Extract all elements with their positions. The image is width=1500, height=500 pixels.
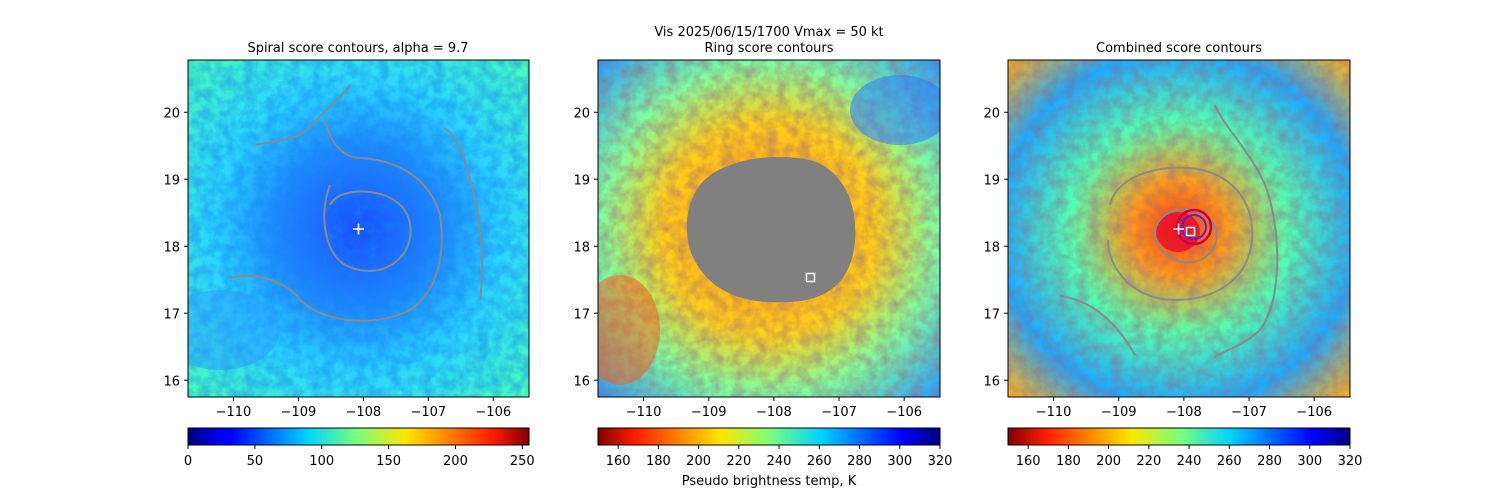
- y-axis: 16 17 18 19 20: [163, 106, 188, 389]
- x-tick-label: −109: [281, 405, 317, 420]
- y-tick-label: 16: [983, 374, 1000, 389]
- y-tick-label: 17: [983, 307, 1000, 322]
- contour-line: [254, 84, 351, 146]
- colorbar-tick-label: 200: [1096, 454, 1121, 469]
- y-tick-label: 18: [983, 240, 1000, 255]
- contour-line: [1154, 208, 1218, 264]
- colorbar-tick-label: 300: [887, 454, 912, 469]
- colorbar-tick-label: 160: [606, 454, 631, 469]
- colorbar: [1007, 427, 1351, 446]
- x-axis: −110 −109 −108 −107 −106: [1036, 397, 1332, 420]
- colorbar-tick-label: 250: [510, 454, 535, 469]
- y-tick-label: 17: [163, 307, 180, 322]
- ring-contour: [1175, 208, 1213, 246]
- colorbar-tick-label: 150: [376, 454, 401, 469]
- y-tick-label: 18: [573, 240, 590, 255]
- contour-line: [1214, 104, 1279, 358]
- colorbar: [597, 427, 941, 446]
- colorbar-tick-label: 280: [847, 454, 872, 469]
- x-tick-label: −106: [886, 405, 922, 420]
- x-axis: −110 −109 −108 −107 −106: [626, 397, 922, 420]
- colorbar-tick-label: 180: [1056, 454, 1081, 469]
- y-tick-label: 20: [163, 106, 180, 121]
- panel-ring: Ring score contours −110 −109 −108 −107 −106…: [573, 41, 952, 489]
- colorbar-tick-label: 220: [726, 454, 751, 469]
- colorbar-tick-label: 200: [443, 454, 468, 469]
- colorbar-tick-label: 320: [928, 454, 953, 469]
- x-tick-label: −107: [410, 405, 446, 420]
- contour-line: [1059, 295, 1136, 356]
- y-tick-label: 19: [163, 173, 180, 188]
- y-tick-label: 20: [573, 106, 590, 121]
- colorbar-ticks: 160 180 200 220 240 260 280 300 320: [606, 445, 953, 469]
- x-tick-label: −106: [475, 405, 511, 420]
- x-tick-label: −108: [346, 405, 382, 420]
- colorbar-ticks: 160 180 200 220 240 260 280 300 320: [1016, 445, 1363, 469]
- colorbar-tick-label: 200: [686, 454, 711, 469]
- panel-title: Spiral score contours, alpha = 9.7: [247, 41, 468, 56]
- axes-frame: [597, 59, 941, 398]
- colorbar-tick-label: 240: [1177, 454, 1202, 469]
- x-tick-label: −110: [216, 405, 252, 420]
- colorbar-tick-label: 160: [1016, 454, 1041, 469]
- y-tick-label: 19: [573, 173, 590, 188]
- x-tick-label: −110: [626, 405, 662, 420]
- x-tick-label: −108: [756, 405, 792, 420]
- colorbar-ticks: 0 50 100 150 200 250: [184, 445, 535, 469]
- y-tick-label: 16: [163, 374, 180, 389]
- heatmap-image: [188, 60, 529, 397]
- panel-combined: Combined score contours −110 −109 −108 −107…: [983, 41, 1362, 469]
- ring-contour-inner: [1181, 214, 1207, 240]
- figure-suptitle: Vis 2025/06/15/1700 Vmax = 50 kt: [654, 25, 883, 40]
- contour-line: [1107, 166, 1254, 302]
- x-tick-label: −109: [1101, 405, 1137, 420]
- y-tick-label: 16: [573, 374, 590, 389]
- y-axis: 16 17 18 19 20: [573, 106, 598, 389]
- colorbar-tick-label: 280: [1257, 454, 1282, 469]
- panel-title: Combined score contours: [1096, 41, 1262, 56]
- spiral-contours: [229, 84, 483, 322]
- contour-line: [229, 119, 443, 322]
- colorbar-tick-label: 0: [184, 454, 192, 469]
- axes-frame: [1007, 59, 1351, 398]
- axes-frame: [187, 59, 530, 398]
- y-tick-label: 17: [573, 307, 590, 322]
- masked-region: [686, 157, 856, 303]
- colorbar-tick-label: 180: [646, 454, 671, 469]
- x-tick-label: −108: [1166, 405, 1202, 420]
- y-axis: 16 17 18 19 20: [983, 106, 1008, 389]
- colorbar-tick-label: 260: [807, 454, 832, 469]
- panel-spiral: Spiral score contours, alpha = 9.7 −110−…: [163, 41, 535, 469]
- x-tick-label: −110: [1036, 405, 1072, 420]
- x-axis: −110 −109 −108 −107 −106: [216, 397, 511, 420]
- contour-line: [444, 127, 483, 301]
- colorbar-tick-label: 260: [1217, 454, 1242, 469]
- center-marker: [353, 223, 364, 235]
- x-tick-label: −107: [1231, 405, 1267, 420]
- plus-marker: [1173, 223, 1184, 235]
- center-marker: [805, 272, 816, 283]
- panel-title: Ring score contours: [704, 41, 833, 56]
- colorbar-tick-label: 240: [767, 454, 792, 469]
- colorbar-tick-label: 320: [1338, 454, 1363, 469]
- colorbar: [187, 427, 530, 446]
- colorbar-tick-label: 50: [247, 454, 264, 469]
- colorbar-label: Pseudo brightness temp, K: [682, 474, 857, 489]
- colorbar-tick-label: 220: [1136, 454, 1161, 469]
- heatmap-image: [598, 60, 940, 397]
- x-tick-label: −109: [691, 405, 727, 420]
- y-tick-label: 18: [163, 240, 180, 255]
- x-tick-label: −107: [821, 405, 857, 420]
- contour-line: [323, 184, 412, 272]
- combined-contours: [1059, 104, 1279, 358]
- x-tick-label: −106: [1296, 405, 1332, 420]
- y-tick-label: 20: [983, 106, 1000, 121]
- center-marker: [1185, 226, 1196, 237]
- colorbar-tick-label: 100: [309, 454, 334, 469]
- y-tick-label: 19: [983, 173, 1000, 188]
- colorbar-tick-label: 300: [1297, 454, 1322, 469]
